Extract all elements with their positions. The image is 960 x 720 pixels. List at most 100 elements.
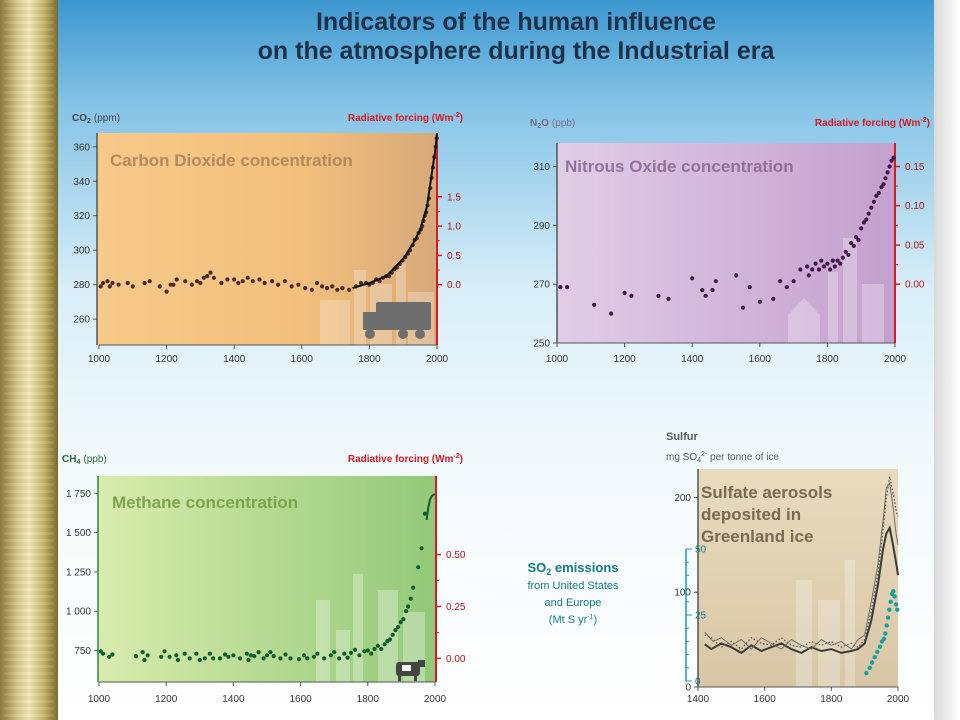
n2o-data-point <box>791 279 796 284</box>
n2o-forcing-axis-label: Radiative forcing (Wm-2) <box>815 117 930 129</box>
n2o-data-point <box>816 267 822 272</box>
n2o-data-point <box>798 267 803 272</box>
n2o-data-point <box>805 264 810 269</box>
n2o-data-point <box>740 305 746 310</box>
so2-data-point <box>888 599 893 604</box>
ch4-data-point <box>175 657 181 663</box>
n2o-x-tick-label: 1800 <box>816 354 839 365</box>
so2-emissions-label: SO2 emissions from United States and Eur… <box>527 560 619 626</box>
co2-x-tick-label: 1200 <box>155 354 178 365</box>
so2-data-point <box>881 636 887 641</box>
n2o-data-point <box>869 205 874 210</box>
co2-data-point <box>194 279 200 284</box>
co2-data-point <box>201 275 206 280</box>
so2-data-point <box>895 607 900 612</box>
n2o-y-tick-label: 250 <box>533 339 550 350</box>
n2o-data-point <box>891 155 896 160</box>
ch4-data-point <box>100 651 106 656</box>
so2-axis-unit: (Mt S yr-1) <box>549 614 597 626</box>
co2-data-point <box>276 282 281 287</box>
ch4-data-point <box>197 657 202 663</box>
ch4-data-point <box>419 546 424 551</box>
ch4-x-tick-label: 1400 <box>222 694 245 705</box>
n2o-forcing-tick-label: 0.00 <box>905 280 925 291</box>
sulfate-y-tick-label: 200 <box>674 493 691 504</box>
so2-data-point <box>885 615 891 620</box>
n2o-data-point <box>565 285 570 290</box>
n2o-plot-background <box>557 143 895 343</box>
co2-data-point <box>270 279 275 284</box>
ch4-data-point <box>311 654 317 659</box>
n2o-data-point <box>887 164 892 169</box>
truck-icon <box>363 302 431 339</box>
co2-data-point <box>250 279 255 284</box>
ch4-forcing-axis-label: Radiative forcing (Wm-2) <box>348 453 463 465</box>
n2o-data-point <box>703 293 708 298</box>
n2o-data-point <box>864 217 869 222</box>
n2o-data-point <box>846 252 851 257</box>
sulfate-series-dotted <box>704 476 899 650</box>
co2-data-point <box>309 287 314 292</box>
n2o-data-point <box>876 190 881 196</box>
ch4-data-point <box>390 632 395 637</box>
ch4-data-point <box>416 565 421 570</box>
n2o-data-point <box>609 311 614 316</box>
sulfate-y-axis-label: Sulfur <box>666 431 698 443</box>
ch4-data-point <box>283 652 288 657</box>
n2o-data-point <box>810 267 815 272</box>
n2o-x-tick-label: 1600 <box>749 354 772 365</box>
main-title-line-1: Indicators of the human influence <box>315 8 717 36</box>
so2-data-point <box>875 649 880 655</box>
co2-chart-title: Carbon Dioxide concentration <box>110 151 353 170</box>
n2o-data-point <box>825 261 830 266</box>
co2-data-point <box>358 280 363 286</box>
co2-data-point <box>257 277 262 282</box>
ch4-data-point <box>142 657 147 663</box>
ch4-data-point <box>159 654 164 659</box>
so2-data-point <box>872 655 877 660</box>
so2-axis-tick-label: 0 <box>695 677 701 688</box>
ch4-data-point <box>369 651 374 656</box>
co2-data-point <box>282 279 287 284</box>
ch4-data-point <box>288 656 293 661</box>
ch4-data-point <box>395 624 401 630</box>
ch4-data-point <box>140 650 145 655</box>
n2o-data-point <box>710 288 715 293</box>
ch4-data-point <box>271 654 276 659</box>
n2o-data-point <box>629 293 634 298</box>
co2-data-point <box>125 280 130 286</box>
ch4-data-point <box>375 643 380 648</box>
ch4-x-tick-label: 1600 <box>289 694 312 705</box>
co2-y-tick-label: 280 <box>73 280 90 291</box>
so2-data-point <box>892 594 897 599</box>
ch4-axes: 1000 1200 1400 1600 1800 2000 750 1 000 1 250 1 5… <box>66 476 466 705</box>
ch4-data-point <box>261 656 266 661</box>
ch4-data-point <box>211 656 216 661</box>
ch4-data-point <box>357 653 362 658</box>
ch4-data-point <box>352 647 358 652</box>
ch4-data-point <box>393 628 398 633</box>
so2-data-point <box>877 644 883 649</box>
ch4-data-point <box>162 649 167 654</box>
sulfate-x-tick-label: 2000 <box>887 694 910 705</box>
sulfate-series-solid <box>704 525 899 655</box>
co2-y-axis-label: CO2 (ppm) <box>72 113 120 125</box>
co2-data-point <box>183 279 188 284</box>
ch4-data-point <box>372 646 377 652</box>
n2o-y-tick-label: 310 <box>533 162 550 173</box>
co2-forcing-tick-label: 1.0 <box>447 222 461 233</box>
ch4-data-point <box>174 653 179 658</box>
co2-data-point <box>107 284 112 289</box>
co2-x-tick-label: 1800 <box>358 354 381 365</box>
n2o-axes: 1000 1200 1400 1600 1800 2000 250 270 290 310 0.00… <box>533 143 925 365</box>
co2-data-point <box>232 277 237 282</box>
ch4-y-tick-label: 1 500 <box>66 528 91 539</box>
n2o-chart-title: Nitrous Oxide concentration <box>565 157 794 176</box>
ch4-data-point <box>345 655 350 660</box>
sulfate-x-tick-label: 1800 <box>820 694 843 705</box>
ch4-data-point <box>411 585 416 590</box>
sulfate-series-thin <box>704 482 899 650</box>
ch4-data-point <box>379 646 384 652</box>
co2-data-point <box>211 275 216 280</box>
ch4-data-point <box>348 650 354 656</box>
